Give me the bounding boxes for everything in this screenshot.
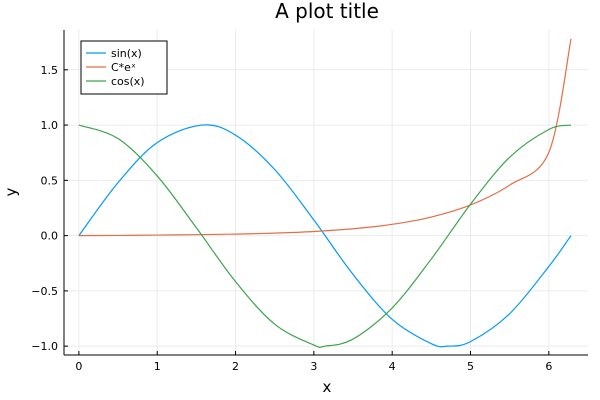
x-tick-label: 1: [154, 360, 161, 373]
grid: [64, 30, 588, 355]
axes: [63, 30, 588, 356]
y-tick-label: 1.5: [41, 64, 59, 77]
series-line-1: [78, 38, 572, 237]
y-tick-label: −0.5: [31, 285, 58, 298]
y-tick-label: 1.0: [41, 119, 59, 132]
y-tick-label: −1.0: [31, 340, 58, 353]
legend-label: sin(x): [111, 47, 142, 60]
x-tick-label: 3: [310, 360, 317, 373]
y-tick-label: 0.5: [41, 174, 59, 187]
legend-label: cos(x): [111, 75, 145, 88]
series-line-0: [78, 124, 572, 348]
x-tick-label: 2: [232, 360, 239, 373]
x-axis-label: x: [323, 378, 332, 396]
x-tick-label: 5: [467, 360, 474, 373]
chart-title: A plot title: [275, 0, 379, 23]
legend-label: C*eˣ: [111, 61, 136, 74]
x-tick-label: 4: [389, 360, 396, 373]
y-axis-label: y: [2, 187, 20, 196]
series-line-2: [78, 124, 572, 348]
tick-labels: 0 1 2 3 4 5 6 −1.0 −0.5 0.0 0.5 1.0 1.5: [31, 64, 552, 373]
series-lines: [78, 38, 572, 348]
x-tick-label: 0: [75, 360, 82, 373]
y-tick-label: 0.0: [41, 230, 59, 243]
x-tick-label: 6: [545, 360, 552, 373]
